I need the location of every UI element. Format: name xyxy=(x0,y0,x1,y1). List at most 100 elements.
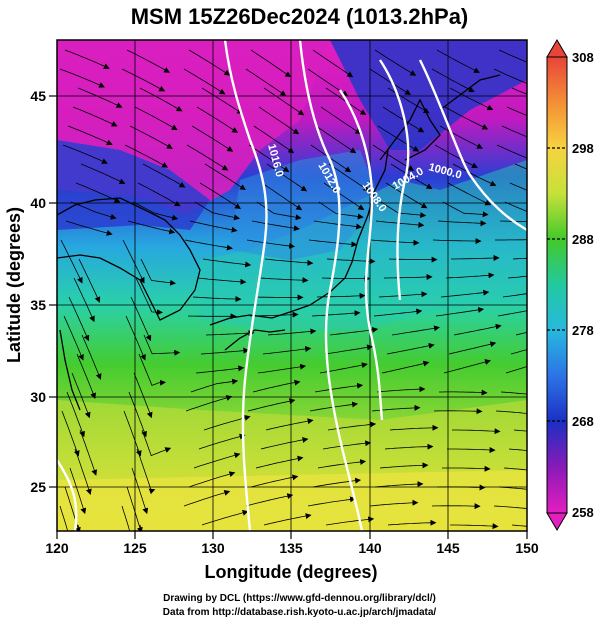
x-tick-145: 145 xyxy=(436,540,460,556)
streamline xyxy=(316,292,366,299)
streamline xyxy=(323,182,365,211)
streamline xyxy=(510,349,527,355)
streamline xyxy=(390,163,433,190)
streamline xyxy=(379,462,429,469)
streamline xyxy=(135,277,163,316)
streamline xyxy=(122,239,145,284)
streamline xyxy=(188,49,231,76)
y-tick-45: 45 xyxy=(30,88,46,104)
streamline xyxy=(60,239,83,284)
streamline xyxy=(264,258,314,266)
colorbar-bottom-arrow xyxy=(546,512,568,531)
streamline xyxy=(511,87,527,95)
streamline xyxy=(74,448,92,496)
streamline xyxy=(77,87,123,108)
streamline xyxy=(73,277,95,323)
streamline xyxy=(321,275,371,282)
streamline xyxy=(188,471,236,488)
streamline xyxy=(389,424,439,431)
streamline xyxy=(376,386,426,393)
streamline xyxy=(250,49,292,78)
colorbar: 308 298 288 278 268 258 xyxy=(546,39,594,531)
streamline xyxy=(495,239,527,241)
streamline xyxy=(322,440,372,450)
streamline xyxy=(252,379,301,393)
colorbar-tick-308: 308 xyxy=(572,50,594,65)
streamline xyxy=(190,378,239,393)
streamline xyxy=(123,410,142,457)
streamline xyxy=(437,220,487,227)
streamline xyxy=(191,125,234,152)
streamline xyxy=(138,353,166,386)
streamline xyxy=(62,144,108,164)
streamline xyxy=(75,182,121,203)
streamline xyxy=(317,459,367,469)
streamline xyxy=(199,182,242,209)
x-tick-150: 150 xyxy=(515,540,539,556)
streamline xyxy=(68,296,90,342)
streamline xyxy=(370,239,420,246)
streamline xyxy=(249,311,299,318)
streamline xyxy=(198,433,246,450)
streamline xyxy=(78,258,101,303)
streamline xyxy=(496,144,527,159)
streamline xyxy=(262,346,312,355)
streamline xyxy=(377,125,420,152)
streamline xyxy=(315,125,357,154)
streamline xyxy=(67,125,113,146)
streamline xyxy=(133,372,153,419)
streamline xyxy=(183,489,231,507)
streamline xyxy=(447,182,492,206)
streamline xyxy=(378,291,428,298)
isobar-1012 xyxy=(298,40,364,531)
streamline xyxy=(193,452,241,469)
streamline xyxy=(440,289,490,298)
streamline xyxy=(261,182,303,211)
streamline xyxy=(495,410,527,414)
streamline xyxy=(308,239,358,248)
streamline xyxy=(72,106,118,127)
streamline xyxy=(380,201,427,219)
streamline xyxy=(200,347,250,355)
streamline xyxy=(64,49,110,69)
streamline xyxy=(511,524,527,527)
streamline xyxy=(307,496,356,507)
x-tick-130: 130 xyxy=(201,540,225,556)
streamline xyxy=(254,294,304,301)
streamline xyxy=(59,505,69,531)
streamline xyxy=(255,455,304,469)
y-tick-25: 25 xyxy=(30,479,46,495)
streamline xyxy=(80,163,126,184)
streamline xyxy=(267,328,317,336)
streamline xyxy=(431,503,481,510)
streamline xyxy=(192,296,242,303)
streamline xyxy=(63,315,84,361)
plot-frame xyxy=(56,39,528,532)
streamline xyxy=(387,519,437,526)
streamline xyxy=(124,144,169,168)
streamline xyxy=(373,308,423,317)
streamline xyxy=(436,49,480,73)
streamline xyxy=(137,182,181,207)
streamline xyxy=(382,106,425,133)
streamline xyxy=(442,201,489,218)
x-tick-125: 125 xyxy=(123,540,147,556)
streamline xyxy=(131,467,149,515)
colorbar-top-arrow xyxy=(546,39,568,58)
streamline xyxy=(312,477,362,488)
streamline xyxy=(121,68,166,92)
streamline xyxy=(126,486,143,531)
streamline xyxy=(515,331,527,336)
streamline xyxy=(202,258,252,268)
streamline xyxy=(184,239,233,251)
streamline xyxy=(432,238,482,245)
streamline xyxy=(197,277,247,285)
streamline xyxy=(374,49,417,76)
colorbar-tick-278: 278 xyxy=(572,323,594,338)
streamline xyxy=(128,391,147,438)
streamline xyxy=(126,49,170,73)
streamline xyxy=(431,68,475,93)
isobar-1008 xyxy=(339,89,384,421)
credit-data: Data from http://database.rish.kyoto-u.a… xyxy=(162,607,437,618)
streamline xyxy=(447,447,496,454)
